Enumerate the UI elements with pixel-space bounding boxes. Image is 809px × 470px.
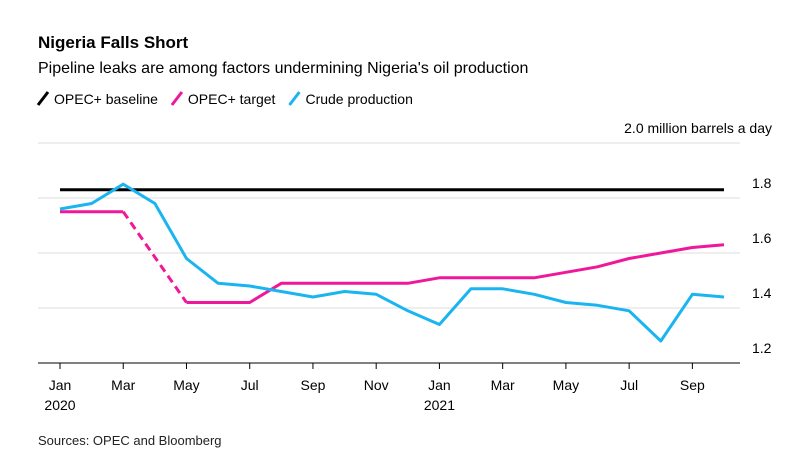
source: Sources: OPEC and Bloomberg xyxy=(38,433,222,448)
year-label: 2021 xyxy=(424,397,455,413)
legend-swatch xyxy=(36,91,50,106)
y-tick-label: 1.2 xyxy=(752,340,772,356)
y-tick-label: 1.4 xyxy=(752,285,772,301)
y-tick-label: 1.8 xyxy=(752,175,772,191)
series-line xyxy=(186,243,725,304)
x-tick-label: Mar xyxy=(111,377,135,393)
x-tick-label: Jul xyxy=(620,377,638,393)
x-tick-label: Jan xyxy=(428,377,451,393)
series-line xyxy=(59,182,725,343)
x-tick-label: Nov xyxy=(364,377,389,393)
year-label: 2020 xyxy=(44,397,75,413)
legend-label: OPEC+ baseline xyxy=(54,91,158,107)
y-tick-label: 2.0 million barrels a day xyxy=(624,120,772,136)
x-tick-label: Jan xyxy=(49,377,72,393)
x-tick-label: Sep xyxy=(680,377,705,393)
gap-connector xyxy=(122,210,188,304)
legend-label: Crude production xyxy=(305,91,412,107)
legend-swatch xyxy=(288,91,301,106)
legend-label: OPEC+ target xyxy=(188,91,276,107)
x-tick-label: May xyxy=(553,377,579,393)
chart-title: Nigeria Falls Short xyxy=(38,33,189,52)
chart-subtitle: Pipeline leaks are among factors undermi… xyxy=(38,60,528,77)
x-tick-label: May xyxy=(173,377,199,393)
y-tick-label: 1.6 xyxy=(752,230,772,246)
x-tick-label: Jul xyxy=(241,377,259,393)
legend-swatch xyxy=(170,91,184,106)
x-tick-label: Mar xyxy=(491,377,515,393)
x-tick-label: Sep xyxy=(300,377,325,393)
